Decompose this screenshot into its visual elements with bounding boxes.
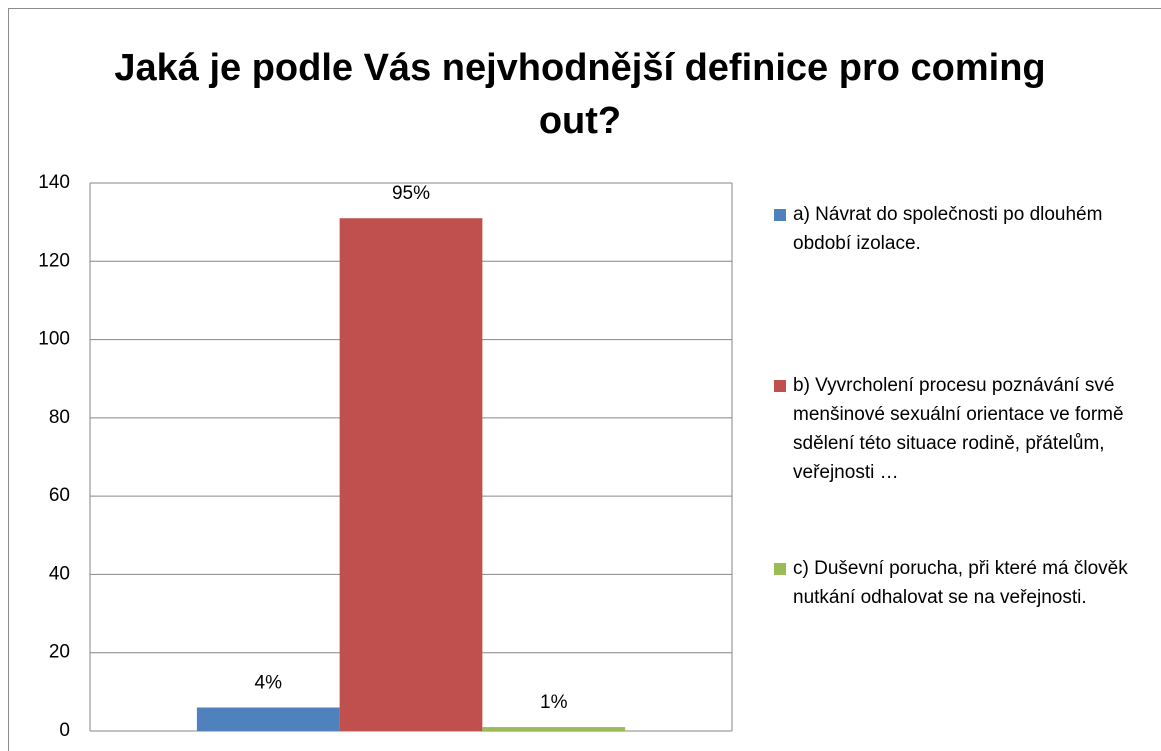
y-tick-label: 100 — [38, 329, 70, 350]
y-tick-label: 60 — [49, 485, 70, 506]
chart-title: Jaká je podle Vás nejvhodnější definice … — [114, 47, 1046, 142]
legend-item: b) Vyvrcholení procesu poznávání své men… — [774, 371, 1154, 487]
bar — [196, 707, 340, 731]
bar — [339, 218, 483, 731]
legend-label: b) Vyvrcholení procesu poznávání své men… — [793, 375, 1124, 483]
legend-item: c) Duševní porucha, při které má člověk … — [774, 554, 1154, 612]
bar — [482, 727, 626, 731]
legend-swatch — [774, 209, 786, 221]
y-tick-label: 140 — [38, 172, 70, 193]
legend-swatch — [774, 380, 786, 392]
data-label: 95% — [392, 183, 430, 204]
y-tick-label: 80 — [49, 407, 70, 428]
y-tick-label: 120 — [38, 250, 70, 271]
chart-border — [8, 8, 1161, 751]
data-label: 1% — [540, 692, 568, 713]
legend-item: a) Návrat do společnosti po dlouhém obdo… — [774, 200, 1154, 258]
y-tick-label: 40 — [49, 563, 70, 584]
y-tick-label: 20 — [49, 642, 70, 663]
y-tick-label: 0 — [59, 720, 70, 741]
legend-swatch — [774, 563, 786, 575]
data-label: 4% — [255, 673, 283, 694]
legend-label: c) Duševní porucha, při které má člověk … — [793, 558, 1128, 608]
legend-label: a) Návrat do společnosti po dlouhém obdo… — [793, 204, 1103, 254]
